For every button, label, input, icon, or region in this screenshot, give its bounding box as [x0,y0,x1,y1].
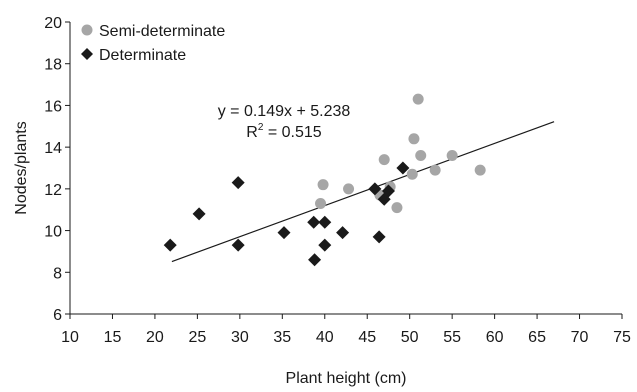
legend-label-semi-determinate: Semi-determinate [99,23,225,40]
x-tick-label: 75 [613,329,631,346]
x-tick-label: 35 [273,329,291,346]
point-semi-determinate [412,93,424,105]
y-axis-title: Nodes/plants [13,121,30,214]
y-tick-label: 16 [44,98,62,115]
point-determinate [231,238,245,252]
x-axis-title: Plant height (cm) [286,370,407,387]
r-squared-main: R [246,124,258,141]
x-tick-label: 55 [443,329,461,346]
x-ticks: 10 15 20 25 30 35 40 45 50 55 60 65 70 75 [61,314,631,346]
r-squared-value: = 0.515 [263,124,321,141]
x-tick-label: 30 [231,329,249,346]
point-determinate [368,182,382,196]
point-determinate [396,161,410,175]
x-tick-label: 15 [104,329,122,346]
y-tick-label: 20 [44,15,62,32]
point-determinate [192,207,206,221]
trendline-equation: y = 0.149x + 5.238 [218,103,351,120]
legend-label-determinate: Determinate [99,47,186,64]
y-tick-label: 18 [44,57,62,74]
x-tick-label: 45 [358,329,376,346]
y-tick-label: 6 [53,307,62,324]
x-tick-label: 60 [486,329,504,346]
x-tick-label: 65 [528,329,546,346]
y-ticks: 6 8 10 12 14 16 18 20 [44,15,70,324]
point-determinate [231,176,245,190]
trendline [171,121,555,263]
x-tick-label: 70 [571,329,589,346]
point-semi-determinate [315,197,327,209]
point-determinate [372,230,386,244]
x-tick-label: 10 [61,329,79,346]
point-semi-determinate [378,154,390,166]
y-tick-label: 14 [44,140,62,157]
y-tick-label: 12 [44,182,62,199]
point-determinate [307,215,321,229]
point-semi-determinate [429,164,441,176]
point-semi-determinate [446,149,458,161]
y-tick-label: 8 [53,265,62,282]
axes [69,22,622,315]
x-tick-label: 40 [316,329,334,346]
point-semi-determinate [391,202,403,214]
point-determinate [308,253,322,267]
legend-marker-semi-determinate [81,24,93,36]
r-squared-superscript: 2 [258,122,264,133]
point-semi-determinate [415,149,427,161]
point-determinate [277,226,291,240]
point-determinate [318,215,332,229]
data-points [163,93,486,267]
point-semi-determinate [408,133,420,145]
x-tick-label: 50 [401,329,419,346]
point-determinate [336,226,350,240]
legend-marker-determinate [81,48,93,60]
point-determinate [381,184,395,198]
point-semi-determinate [343,183,355,195]
point-semi-determinate [317,179,329,191]
legend: Semi-determinate Determinate [81,23,225,64]
r-squared-label: R2 = 0.515 [246,122,322,141]
x-tick-label: 20 [146,329,164,346]
x-tick-label: 25 [188,329,206,346]
point-determinate [318,238,332,252]
point-semi-determinate [406,168,418,180]
point-determinate [163,238,177,252]
point-semi-determinate [474,164,486,176]
y-tick-label: 10 [44,224,62,241]
